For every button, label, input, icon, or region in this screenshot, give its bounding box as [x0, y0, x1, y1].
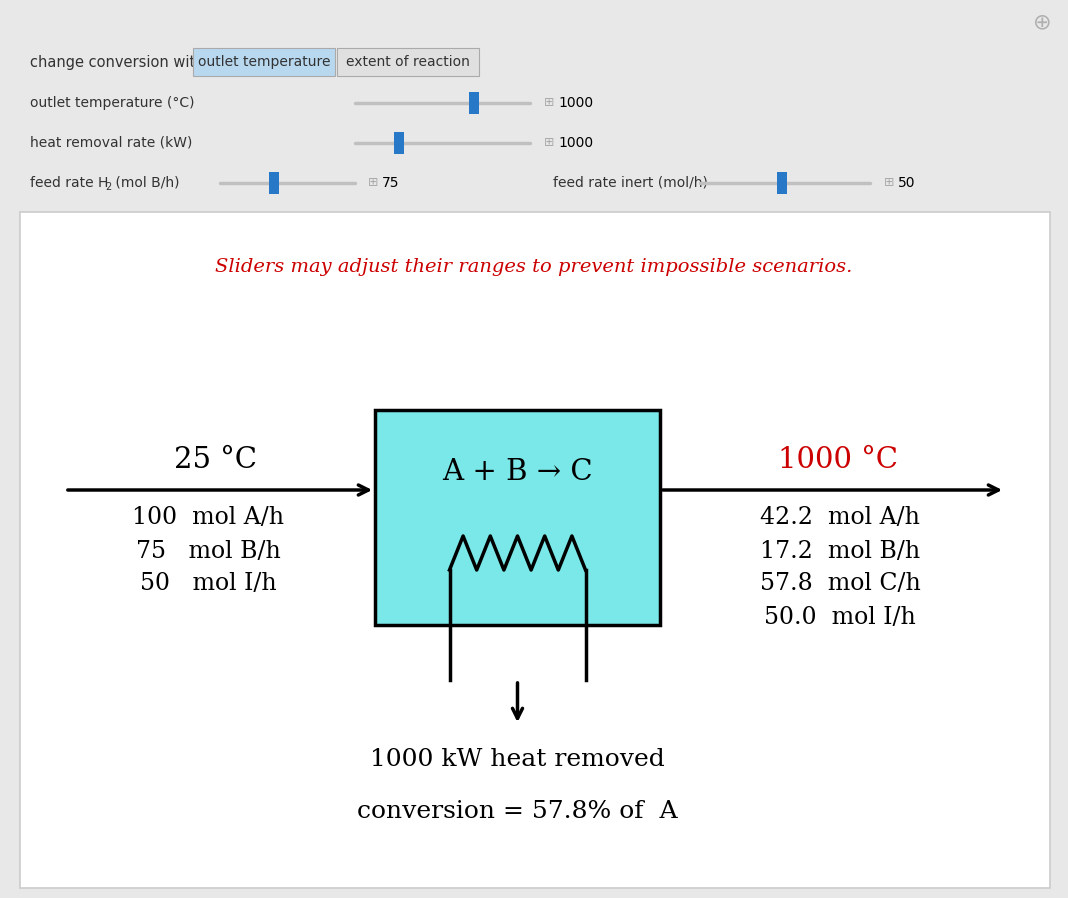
Text: (mol B/h): (mol B/h) [111, 176, 179, 190]
Bar [269, 172, 279, 194]
Bar [469, 92, 480, 114]
Bar [375, 410, 660, 625]
Text: 2: 2 [105, 182, 111, 192]
Text: 1000 kW heat removed: 1000 kW heat removed [371, 749, 665, 771]
Text: 1000 °C: 1000 °C [778, 446, 898, 474]
Text: 1000: 1000 [557, 136, 593, 150]
Bar [394, 132, 404, 154]
Text: 75   mol B/h: 75 mol B/h [136, 540, 281, 562]
Text: 17.2  mol B/h: 17.2 mol B/h [760, 540, 920, 562]
Text: Sliders may adjust their ranges to prevent impossible scenarios.: Sliders may adjust their ranges to preve… [216, 258, 852, 276]
Text: 50: 50 [898, 176, 915, 190]
Text: 50   mol I/h: 50 mol I/h [140, 573, 277, 595]
Text: ⊕: ⊕ [1033, 12, 1051, 32]
Text: 25 °C: 25 °C [173, 446, 256, 474]
Text: 57.8  mol C/h: 57.8 mol C/h [759, 573, 921, 595]
Text: ⊞: ⊞ [368, 177, 378, 189]
Bar [193, 48, 335, 76]
Text: feed rate inert (mol/h): feed rate inert (mol/h) [553, 176, 708, 190]
Text: 100  mol A/h: 100 mol A/h [132, 506, 284, 530]
Text: ⊞: ⊞ [544, 136, 554, 149]
Text: heat removal rate (kW): heat removal rate (kW) [30, 136, 192, 150]
Bar [20, 212, 1050, 888]
Text: ⊞: ⊞ [884, 177, 895, 189]
Text: outlet temperature (°C): outlet temperature (°C) [30, 96, 194, 110]
Text: conversion = 57.8% of  A: conversion = 57.8% of A [357, 800, 678, 823]
Text: feed rate H: feed rate H [30, 176, 108, 190]
Text: ⊞: ⊞ [544, 96, 554, 110]
Bar [776, 172, 787, 194]
Text: A + B → C: A + B → C [442, 458, 593, 486]
Text: 42.2  mol A/h: 42.2 mol A/h [760, 506, 920, 530]
Text: 1000: 1000 [557, 96, 593, 110]
Text: outlet temperature: outlet temperature [198, 55, 330, 69]
Text: 50.0  mol I/h: 50.0 mol I/h [764, 605, 916, 629]
Text: change conversion with:: change conversion with: [30, 56, 209, 71]
Bar [337, 48, 480, 76]
Text: extent of reaction: extent of reaction [346, 55, 470, 69]
Text: 75: 75 [382, 176, 399, 190]
Bar [0, 0, 1068, 210]
